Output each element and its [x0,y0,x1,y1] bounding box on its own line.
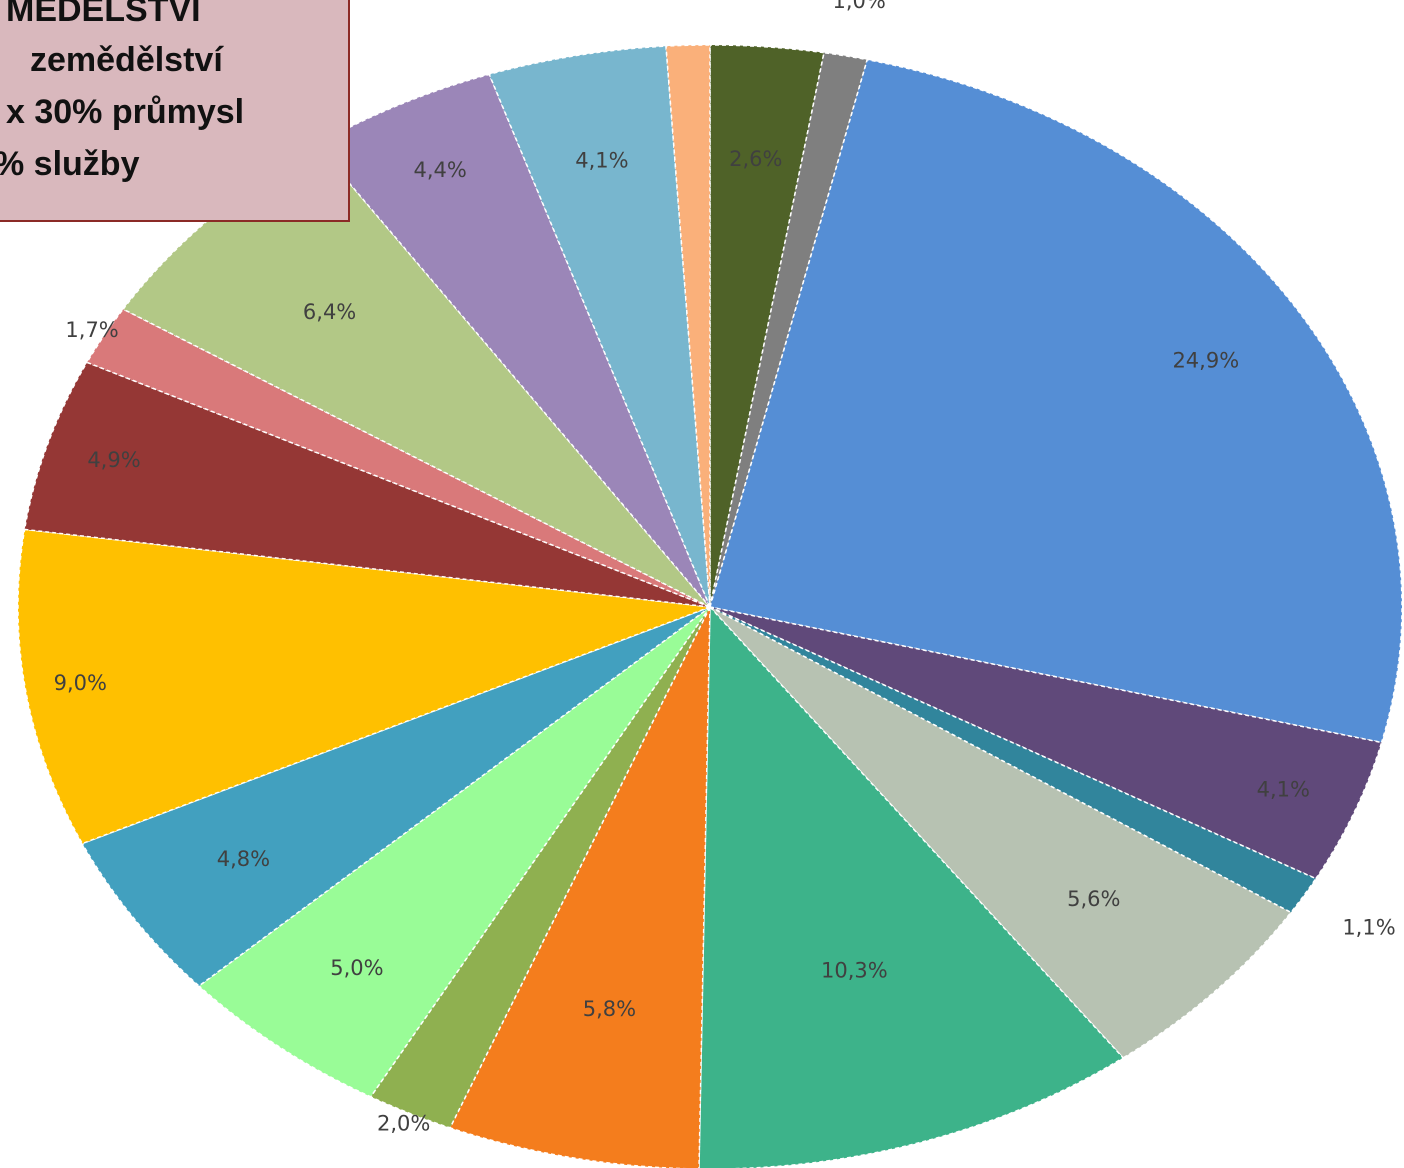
slice-label-2: 1,0% [833,0,886,13]
slice-label-3: 24,9% [1172,349,1239,373]
note-line-3: x 30% průmysl [6,93,245,131]
slice-label-13: 4,9% [87,448,140,472]
slice-label-12: 9,0% [54,671,107,695]
pie-slices [17,44,1403,1168]
slice-label-7: 10,3% [821,959,888,983]
note-line-1: MĚDĚLSTVÍ [6,0,201,29]
slice-13-4-9 [23,361,711,608]
slice-label-10: 5,0% [330,956,383,980]
slice-label-8: 5,8% [583,997,636,1021]
slice-3-24-9 [709,58,1403,744]
note-box: MĚDĚLSTVÍ zemědělství x 30% průmysl % sl… [0,0,350,222]
slice-label-9: 2,0% [377,1112,430,1136]
slice-label-5: 1,1% [1342,916,1395,940]
slice-label-16: 4,4% [414,158,467,182]
note-line-4: % služby [0,145,140,183]
slice-10-5-0 [197,606,711,1098]
pie-labels: 2,6% 1,0% 24,9% 4,1% 1,1% 5,6% 10,3% 5,8% 2,0% 5,… [54,0,1396,1136]
slice-label-1: 2,6% [729,147,782,171]
slice-4-4-1 [709,606,1383,880]
slice-label-15: 6,4% [303,300,356,324]
slice-label-17: 4,1% [575,148,628,172]
slice-8-5-8 [448,606,711,1168]
slice-5-1-1 [709,606,1317,914]
slice-11-4-8 [81,606,711,987]
slice-label-6: 5,6% [1067,887,1120,911]
slice-label-4: 4,1% [1257,778,1310,802]
slice-label-14: 1,7% [65,318,118,342]
slice-17-4-1 [488,45,711,608]
slice-6-5-6 [709,606,1293,1059]
note-line-2: zemědělství [30,41,223,79]
slice-12-9-0 [17,528,711,845]
slice-label-11: 4,8% [217,847,270,871]
slice-7-10-3 [698,605,1125,1168]
slice-14-1-7 [85,308,711,608]
slice-18-1-0 [665,44,711,608]
